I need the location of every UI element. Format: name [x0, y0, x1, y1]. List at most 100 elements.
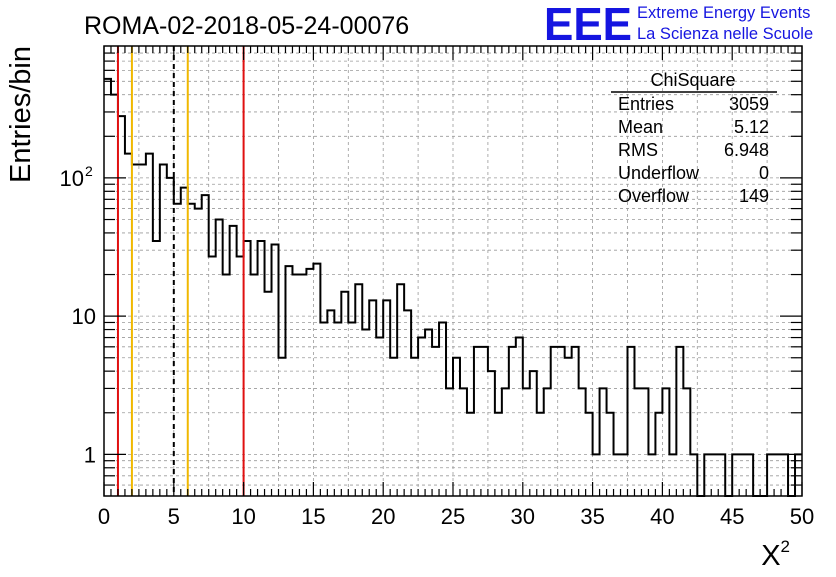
histogram-bin	[369, 300, 376, 496]
x-tick-label: 0	[98, 504, 110, 529]
histogram-bin	[279, 358, 286, 496]
eee-logo: EEE Extreme Energy Events La Scienza nel…	[544, 0, 813, 50]
logo-mark: EEE	[544, 0, 632, 50]
histogram-bin	[188, 204, 195, 496]
histogram-bin	[285, 266, 292, 496]
histogram-bin	[460, 388, 467, 496]
histogram-bin	[118, 116, 125, 496]
histogram-bin	[634, 388, 641, 496]
x-axis-label-main: X	[761, 540, 780, 572]
histogram-bin	[306, 269, 313, 496]
x-tick-label: 20	[371, 504, 395, 529]
y-tick-label-exp: 2	[85, 163, 93, 179]
x-axis-label-sup: 2	[781, 537, 790, 556]
chart-title: ROMA-02-2018-05-24-00076	[84, 12, 409, 40]
stats-row-value: 149	[739, 186, 769, 206]
histogram-bin	[488, 371, 495, 496]
histogram-bin	[265, 292, 272, 496]
y-tick-label: 1	[84, 442, 96, 467]
histogram-bin	[746, 454, 753, 496]
histogram-bin	[181, 188, 188, 496]
histogram-bin	[446, 388, 453, 496]
histogram-bin	[139, 165, 146, 496]
histogram-bin	[292, 275, 299, 496]
stats-row-value: 6.948	[724, 140, 769, 160]
y-tick-label: 10	[72, 304, 96, 329]
histogram-bin	[202, 195, 209, 496]
histogram-bin	[160, 165, 167, 496]
histogram-bin	[593, 454, 600, 496]
histogram-bin	[320, 322, 327, 496]
histogram-bin	[669, 454, 676, 496]
stats-title: ChiSquare	[650, 70, 735, 90]
histogram-bin	[334, 322, 341, 496]
histogram-bin	[495, 413, 502, 496]
histogram-bin	[272, 244, 279, 496]
x-tick-label: 40	[650, 504, 674, 529]
histogram-bin	[718, 454, 725, 496]
histogram-bin	[341, 292, 348, 496]
histogram-bin	[209, 257, 216, 496]
histogram-bin	[607, 413, 614, 496]
x-tick-label: 50	[790, 504, 814, 529]
histogram-bin	[704, 454, 711, 496]
histogram-bin	[251, 275, 258, 496]
histogram-bin	[432, 347, 439, 496]
histogram-bin	[502, 388, 509, 496]
stats-row-value: 0	[759, 163, 769, 183]
histogram-bin	[586, 413, 593, 496]
histogram-bin	[628, 347, 635, 496]
histogram-bin	[662, 388, 669, 496]
x-axis-label: X2	[761, 537, 790, 572]
histogram-bin	[174, 204, 181, 496]
histogram-bin	[355, 284, 362, 496]
histogram-bin	[600, 388, 607, 496]
histogram-bin	[439, 322, 446, 496]
stats-row-label: Mean	[618, 117, 663, 137]
stats-row-label: Underflow	[618, 163, 700, 183]
histogram-bin	[376, 338, 383, 496]
histogram-bin	[774, 454, 781, 496]
x-tick-label: 45	[720, 504, 744, 529]
histogram-bin	[572, 347, 579, 496]
x-tick-label: 35	[580, 504, 604, 529]
histogram-bin	[481, 347, 488, 496]
histogram-bin	[614, 454, 621, 496]
histogram-bin	[404, 310, 411, 496]
histogram-bin	[299, 275, 306, 496]
histogram-bin	[383, 300, 390, 496]
histogram-bin	[418, 338, 425, 496]
cut-lines	[116, 46, 245, 496]
histogram-bin	[732, 454, 739, 496]
histogram-bin	[558, 347, 565, 496]
histogram-bin	[655, 413, 662, 496]
logo-line2: La Scienza nelle Scuole	[637, 25, 813, 43]
histogram-bin	[781, 454, 788, 496]
histogram-bin	[530, 371, 537, 496]
y-tick-label: 10	[60, 166, 84, 191]
histogram-bin	[327, 310, 334, 496]
x-tick-label: 10	[231, 504, 255, 529]
y-axis-label: Entries/bin	[5, 46, 37, 183]
histogram-bin	[362, 330, 369, 496]
histogram-bin	[348, 322, 355, 496]
histogram-bin	[223, 275, 230, 496]
stats-row-value: 3059	[729, 94, 769, 114]
histogram-bin	[146, 154, 153, 496]
x-tick-label: 15	[301, 504, 325, 529]
histogram-bin	[565, 358, 572, 496]
stats-row-value: 5.12	[734, 117, 769, 137]
histogram-bin	[195, 209, 202, 496]
histogram-bin	[516, 338, 523, 496]
histogram-bin	[739, 454, 746, 496]
stats-rows: Entries 3059 Mean 5.12 RMS 6.948 Underflow 0 Ove…	[618, 94, 769, 206]
histogram-bin	[711, 454, 718, 496]
histogram-bin	[132, 165, 139, 496]
histogram-bin	[425, 330, 432, 496]
x-tick-label: 5	[168, 504, 180, 529]
histogram-bin	[237, 257, 244, 496]
histogram-bin	[690, 454, 697, 496]
histogram-bin	[474, 347, 481, 496]
histogram-step-line	[104, 77, 802, 497]
